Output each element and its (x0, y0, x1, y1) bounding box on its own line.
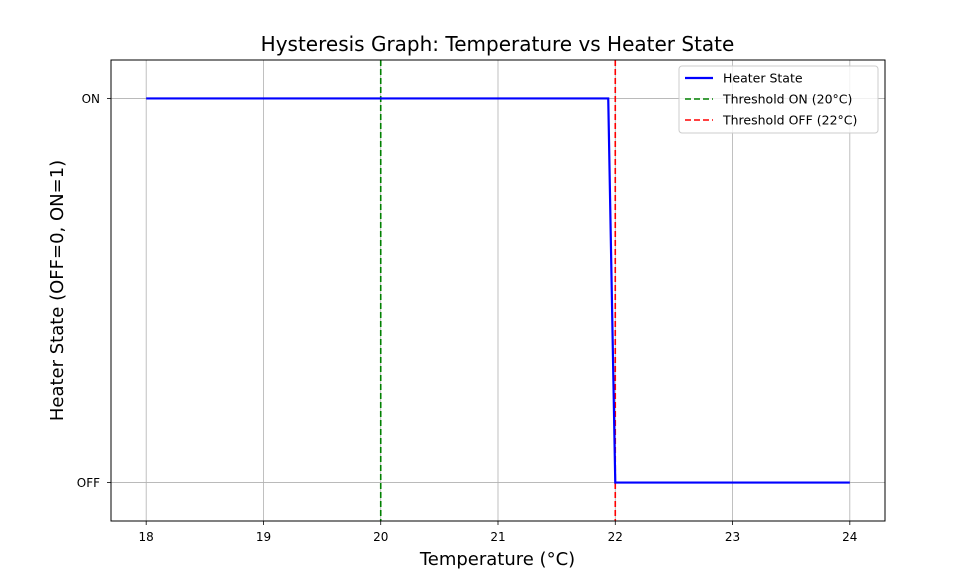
y-tick-label: OFF (77, 476, 100, 490)
x-tick-label: 23 (725, 530, 740, 544)
legend-entries: Heater State Threshold ON (20°C) Threshold… (685, 71, 857, 128)
y-axis-ticks: OFF ON (77, 92, 111, 490)
y-axis-label: Heater State (OFF=0, ON=1) (47, 160, 68, 421)
legend-label: Threshold OFF (22°C) (722, 113, 857, 128)
x-tick-label: 20 (373, 530, 388, 544)
legend-label: Threshold ON (20°C) (722, 92, 852, 107)
legend-box (678, 65, 879, 134)
x-tick-label: 22 (608, 530, 623, 544)
x-tick-label: 18 (139, 530, 154, 544)
legend: Heater State Threshold ON (20°C) Threshold… (678, 65, 879, 134)
x-tick-label: 21 (490, 530, 505, 544)
series-line (146, 97, 850, 484)
chart-title: Hysteresis Graph: Temperature vs Heater … (261, 32, 735, 56)
x-tick-label: 19 (256, 530, 271, 544)
x-axis-ticks: 18 19 20 21 22 23 24 (139, 521, 857, 544)
y-tick-label: ON (82, 92, 100, 106)
legend-label: Heater State (723, 71, 803, 86)
series-lines (146, 97, 850, 484)
x-tick-label: 24 (842, 530, 857, 544)
x-axis-label: Temperature (°C) (419, 549, 575, 570)
reference-lines (379, 60, 617, 521)
